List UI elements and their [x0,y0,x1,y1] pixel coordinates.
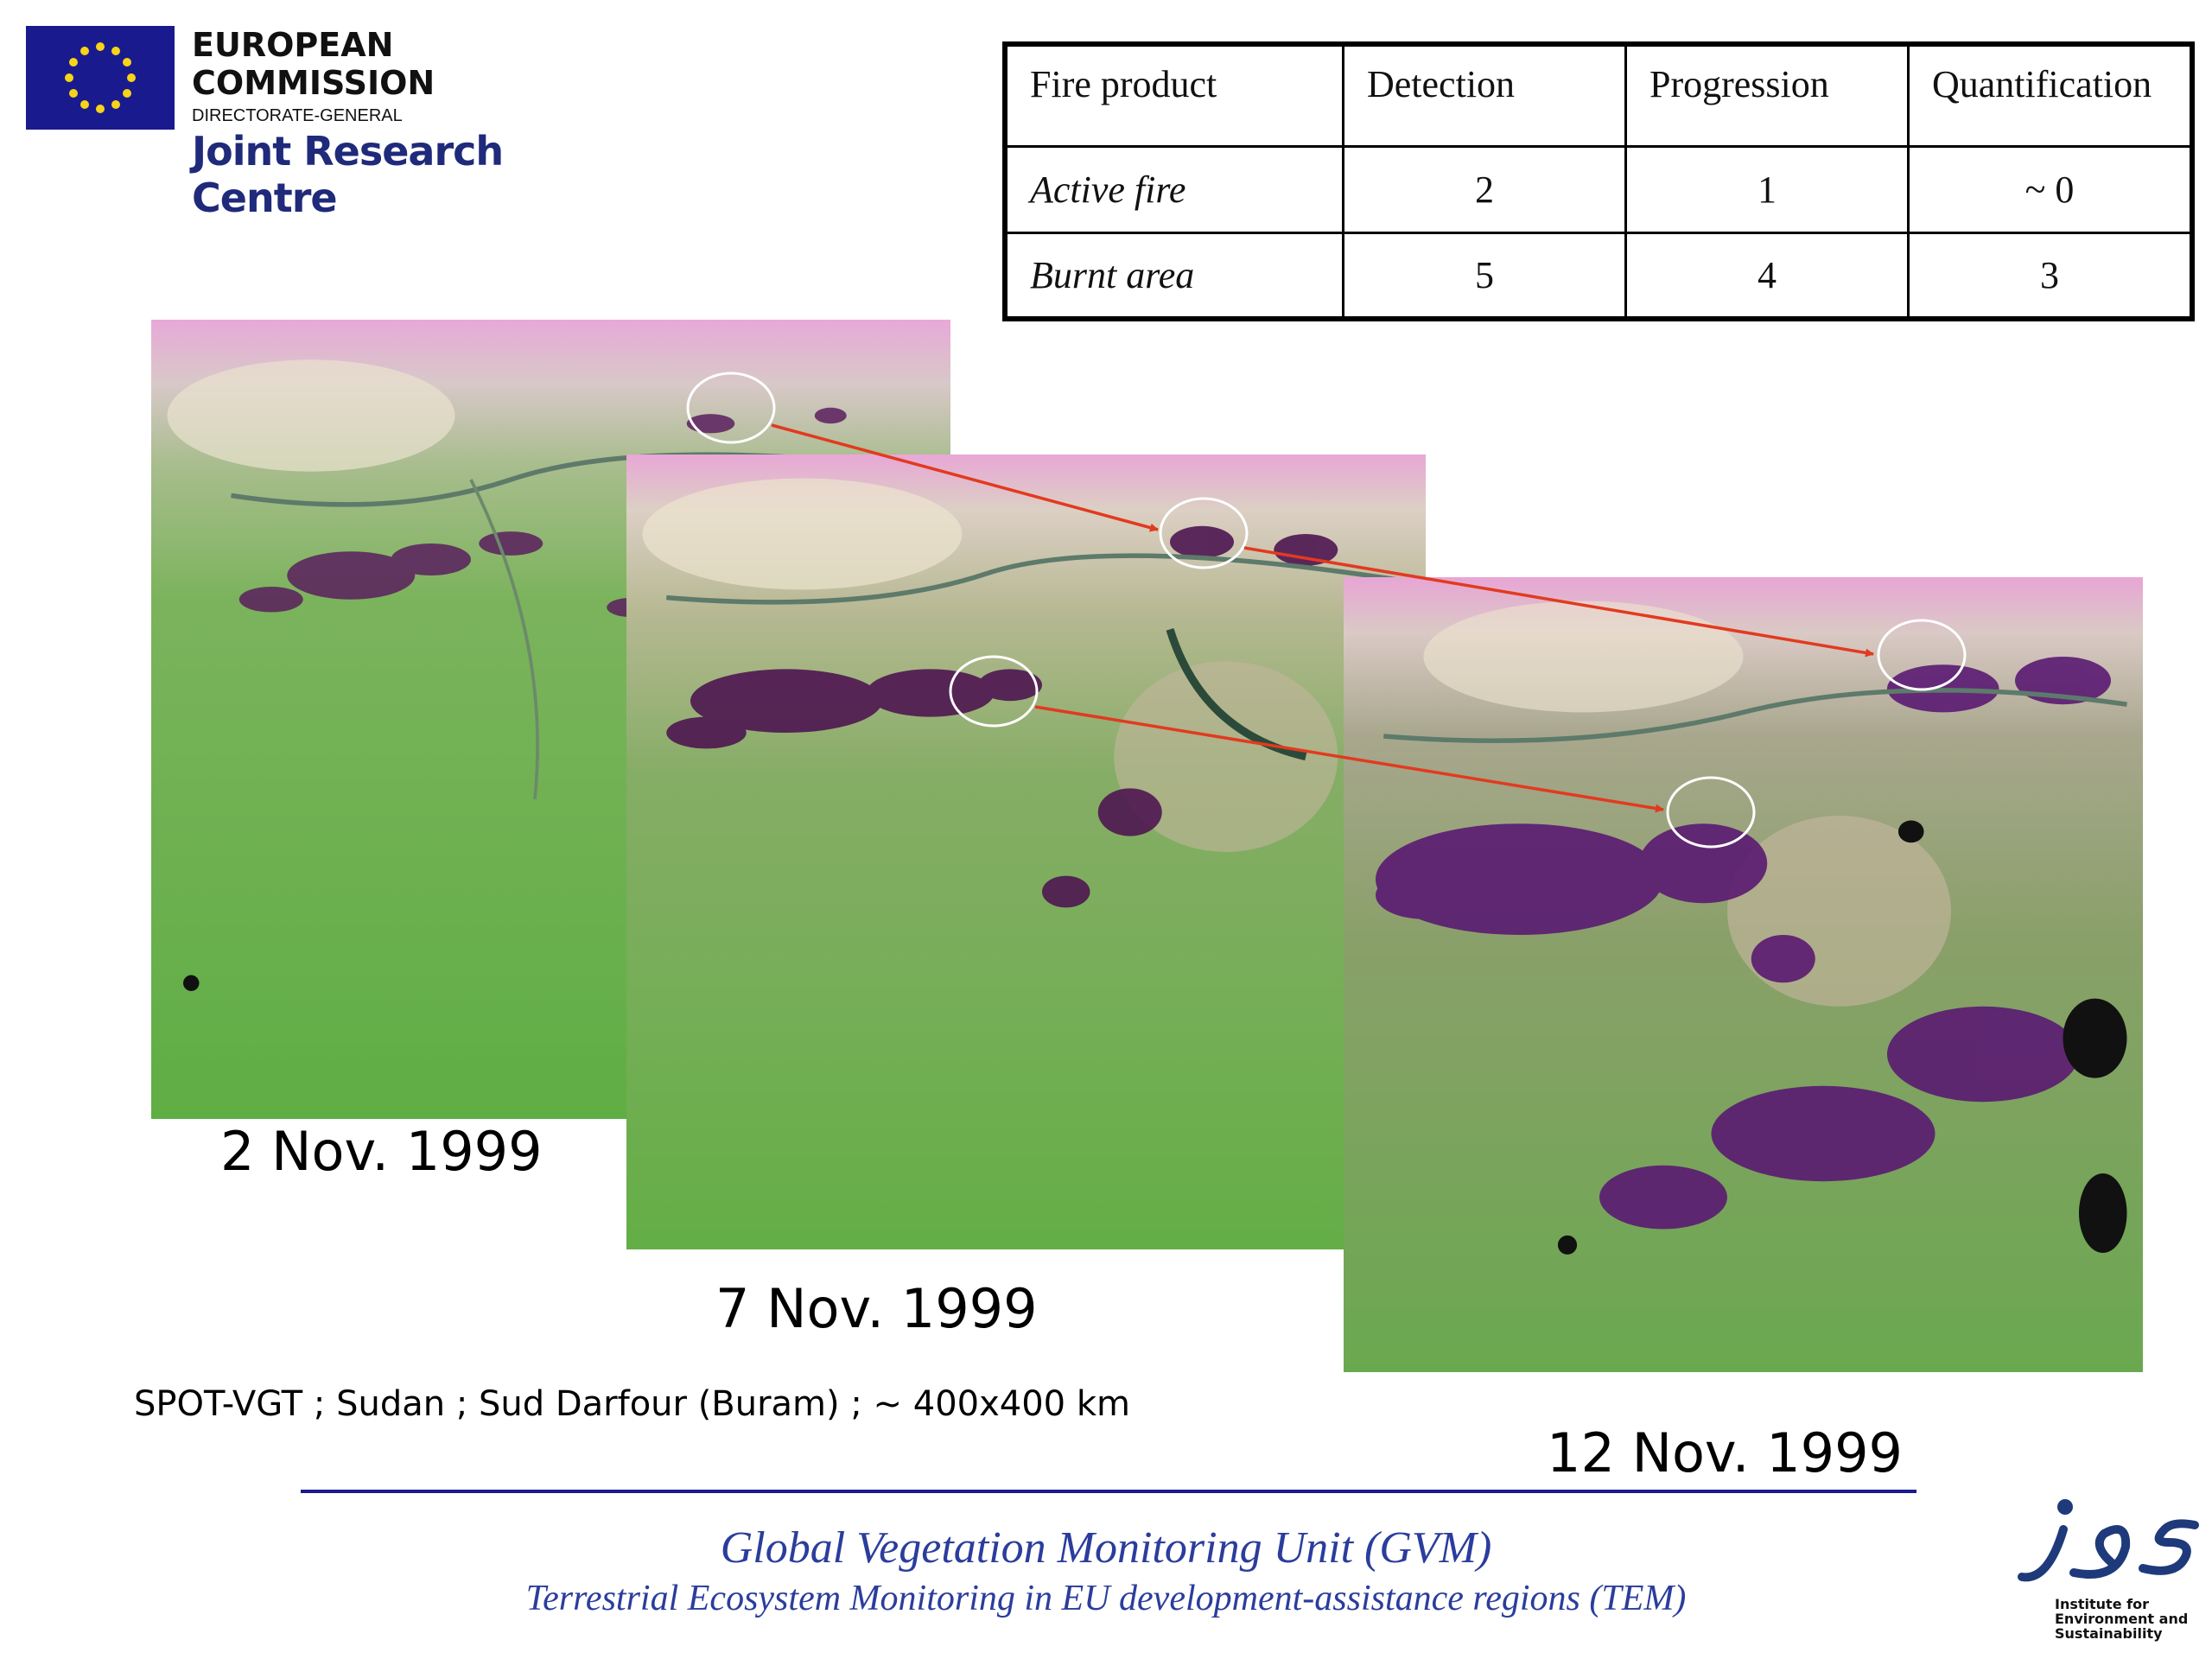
table-cell: 2 [1342,144,1627,234]
table-header-cell: Quantification [1907,42,2194,148]
organization-name: EUROPEAN COMMISSION [192,26,435,102]
ies-mark-icon [2018,1499,2199,1582]
table-cell: 1 [1624,144,1910,234]
image-date-label: 12 Nov. 1999 [1547,1421,1903,1484]
row-label: Active fire [1003,144,1344,234]
table-header-row: Fire product Detection Progression Quant… [1003,42,2194,148]
table-header-cell: Progression [1624,42,1910,148]
table-row: Active fire 2 1 ~ 0 [1003,144,2194,234]
jrc-logo: EUROPEAN COMMISSION DIRECTORATE-GENERAL … [26,26,631,221]
table-cell: ~ 0 [1907,144,2194,234]
satellite-image-nov-7 [626,454,1426,1249]
satellite-image-nov-12 [1344,577,2143,1372]
footer-divider [301,1490,1916,1493]
table-header-cell: Detection [1342,42,1627,148]
fire-product-table: Fire product Detection Progression Quant… [1002,41,2195,321]
image-date-label: 2 Nov. 1999 [220,1120,543,1183]
table-cell: 4 [1624,231,1910,321]
eu-flag-icon [26,26,175,130]
footer-unit-name: Global Vegetation Monitoring Unit (GVM) [720,1523,1492,1573]
table-row: Burnt area 5 4 3 [1003,231,2194,321]
ies-text-line: Institute for [2055,1596,2149,1612]
image-caption: SPOT-VGT ; Sudan ; Sud Darfour (Buram) ;… [134,1384,1130,1424]
centre-name: Joint Research Centre [192,128,504,221]
ies-text-line: Sustainability [2055,1625,2163,1642]
footer-subtitle: Terrestrial Ecosystem Monitoring in EU d… [525,1579,1687,1618]
table-cell: 5 [1342,231,1627,321]
table-header-cell: Fire product [1003,42,1344,148]
ies-logo: Institute for Environment and Sustainabi… [2013,1495,2203,1650]
row-label: Burnt area [1003,231,1344,321]
directorate-label: DIRECTORATE-GENERAL [192,106,403,125]
image-date-label: 7 Nov. 1999 [715,1277,1038,1340]
ies-text-line: Environment and [2055,1611,2189,1627]
table-cell: 3 [1907,231,2194,321]
